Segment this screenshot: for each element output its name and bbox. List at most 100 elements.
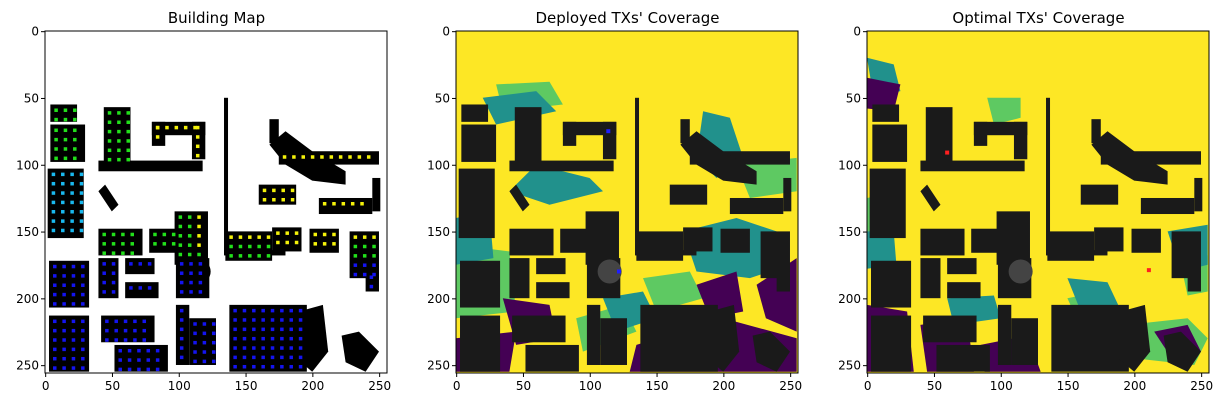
grid-marker [70, 172, 74, 177]
grid-marker [102, 271, 106, 275]
grid-marker [71, 338, 76, 342]
grid-marker [195, 135, 200, 139]
grid-marker [63, 108, 68, 112]
building [269, 131, 346, 185]
building [871, 315, 912, 372]
grid-marker [137, 367, 141, 372]
grid-marker [270, 327, 275, 332]
grid-marker [62, 338, 66, 342]
building [1013, 121, 1028, 160]
grid-marker [130, 242, 134, 246]
building [125, 282, 159, 299]
grid-marker [332, 232, 336, 237]
grid-marker [126, 157, 130, 162]
grid-marker [107, 129, 112, 134]
grid-marker [280, 308, 284, 313]
building [920, 258, 941, 299]
grid-marker [298, 346, 303, 350]
building [783, 177, 792, 212]
building [258, 184, 297, 205]
grid-marker [62, 302, 66, 306]
grid-marker [51, 210, 56, 214]
building [365, 271, 379, 292]
grid-marker [73, 156, 77, 161]
y-tick-label: 150 [838, 225, 861, 239]
grid-marker [198, 290, 203, 294]
grid-marker [179, 280, 184, 285]
building [869, 168, 906, 239]
grid-marker [272, 188, 276, 193]
grid-marker [81, 292, 85, 297]
grid-marker [195, 125, 200, 130]
grid-marker [179, 262, 184, 266]
y-tick-label: 250 [16, 359, 39, 373]
grid-marker [202, 340, 207, 345]
grid-marker [233, 327, 237, 332]
grid-marker [292, 155, 296, 159]
building [229, 304, 307, 372]
y-tick-label: 200 [427, 292, 450, 306]
grid-marker [301, 155, 305, 159]
grid-marker [102, 280, 106, 285]
building [372, 177, 381, 212]
grid-marker [102, 232, 106, 237]
transmitter-marker [945, 150, 950, 155]
grid-marker [372, 263, 376, 267]
x-tick-label: 100 [579, 379, 602, 393]
building-map-image [45, 31, 387, 373]
grid-marker [362, 254, 367, 258]
grid-marker [61, 200, 65, 205]
building [973, 121, 988, 146]
grid-marker [79, 181, 84, 186]
grid-marker [280, 318, 284, 322]
grid-marker [360, 202, 364, 206]
grid-marker [193, 359, 197, 364]
grid-marker [105, 328, 109, 333]
building [536, 282, 570, 299]
building [602, 121, 617, 160]
y-tick-label: 50 [846, 91, 861, 105]
grid-marker [73, 128, 77, 133]
grid-marker [261, 327, 265, 332]
grid-marker [252, 327, 256, 332]
grid-marker [53, 302, 57, 306]
grid-marker [146, 348, 151, 353]
grid-marker [211, 359, 216, 364]
grid-marker [198, 262, 203, 266]
building [114, 344, 168, 372]
building [509, 184, 530, 212]
grid-marker [79, 172, 84, 177]
grid-marker [63, 156, 68, 161]
grid-marker [281, 188, 285, 193]
grid-marker [289, 364, 293, 369]
grid-marker [81, 274, 85, 278]
grid-marker [62, 366, 66, 370]
grid-marker [332, 242, 336, 246]
building [640, 304, 718, 372]
grid-marker [133, 338, 137, 342]
grid-marker [71, 319, 76, 324]
building [1046, 97, 1051, 255]
x-tick-label: 50 [516, 379, 531, 393]
grid-marker [79, 228, 84, 233]
building [1163, 331, 1201, 372]
grid-marker [81, 338, 85, 342]
grid-marker [155, 367, 160, 372]
building [272, 227, 302, 252]
grid-marker [294, 231, 299, 235]
y-tick-label: 250 [427, 359, 450, 373]
building [871, 260, 912, 308]
grid-marker [238, 254, 243, 258]
grid-marker [121, 251, 125, 255]
y-tick-label: 50 [435, 91, 450, 105]
grid-marker [61, 191, 65, 195]
grid-marker [71, 347, 76, 352]
grid-marker [353, 235, 358, 239]
grid-marker [289, 308, 293, 313]
grid-marker [70, 191, 74, 195]
grid-marker [129, 286, 133, 290]
grid-marker [322, 232, 327, 237]
grid-marker [289, 355, 293, 360]
building [514, 107, 542, 165]
grid-marker [146, 358, 151, 362]
